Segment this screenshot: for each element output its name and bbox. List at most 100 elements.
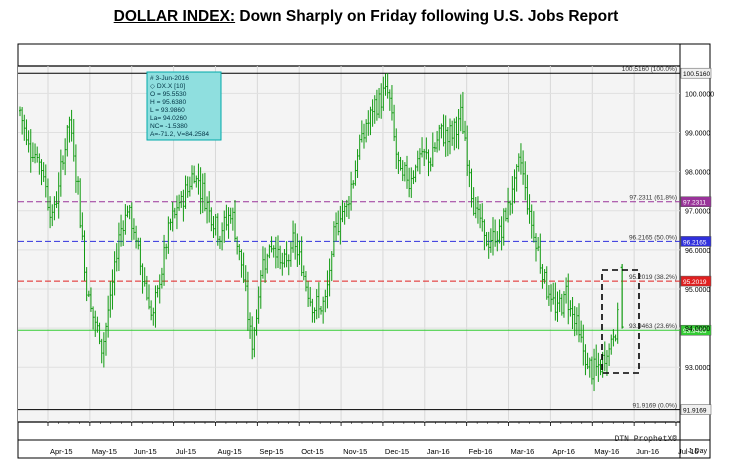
ohlc-bar — [261, 246, 264, 279]
fib-axis-label: 96.2165 — [683, 239, 707, 246]
x-tick-label: May-15 — [92, 447, 117, 456]
x-tick-label: Feb-16 — [469, 447, 493, 456]
ohlc-bar — [212, 216, 215, 238]
ohlc-bar — [556, 291, 559, 322]
ohlc-bar — [38, 153, 41, 175]
info-line: L = 93.9860 — [150, 107, 185, 114]
fib-label: 100.5160 (100.0%) — [622, 66, 677, 73]
ohlc-bar — [193, 165, 196, 184]
ohlc-bar — [281, 252, 284, 276]
ohlc-bar — [298, 240, 301, 265]
ohlc-bar — [109, 281, 112, 318]
ohlc-bar — [360, 120, 363, 143]
ohlc-bar — [421, 137, 424, 158]
ohlc-bar — [595, 344, 598, 377]
ohlc-bar — [352, 180, 355, 189]
ohlc-bar — [427, 149, 430, 177]
ohlc-bar — [358, 134, 361, 160]
ohlc-bar — [440, 123, 443, 139]
ohlc-bar — [367, 110, 370, 136]
ohlc-bar — [565, 277, 568, 304]
ohlc-bar — [210, 207, 213, 232]
ohlc-bar — [464, 120, 467, 142]
ohlc-bar — [562, 291, 565, 318]
ohlc-bar — [386, 73, 389, 99]
ohlc-bar — [328, 258, 331, 297]
fib-axis-box — [680, 196, 712, 207]
ohlc-bar — [347, 196, 350, 219]
ohlc-bar — [29, 129, 32, 173]
fib-axis-label: 100.5160 — [683, 71, 710, 78]
fib-axis-box — [680, 275, 712, 287]
ohlc-bar — [21, 107, 24, 135]
ohlc-bar — [341, 200, 344, 223]
ohlc-bar — [438, 124, 441, 151]
fib-label: 91.9169 (0.0%) — [633, 403, 677, 410]
ohlc-bar — [94, 310, 97, 337]
ohlc-bar — [350, 171, 353, 211]
ohlc-bar — [573, 306, 576, 337]
info-line: H = 95.6380 — [150, 99, 186, 106]
fib-label: 93.9463 (23.6%) — [629, 323, 677, 330]
ohlc-bar — [34, 143, 37, 164]
ohlc-bar — [476, 196, 479, 224]
ohlc-bar — [479, 203, 482, 229]
ohlc-bar — [369, 106, 372, 136]
ohlc-bar — [455, 116, 458, 149]
ohlc-bar — [188, 176, 191, 197]
ohlc-bar — [259, 270, 262, 309]
ohlc-bar — [354, 160, 357, 186]
ohlc-bar — [500, 216, 503, 251]
ohlc-bar — [380, 83, 383, 119]
ohlc-bar — [436, 130, 439, 153]
ohlc-bar — [616, 302, 619, 344]
ohlc-bar — [186, 176, 189, 198]
ohlc-bar — [279, 245, 282, 270]
ohlc-bar — [567, 273, 570, 325]
ohlc-bar — [229, 207, 232, 224]
ohlc-bar — [150, 300, 153, 321]
ohlc-bar — [304, 271, 307, 292]
ohlc-bar — [593, 348, 596, 392]
ohlc-bar — [135, 225, 138, 249]
info-line: O = 95.5530 — [150, 91, 187, 98]
ohlc-bar — [509, 200, 512, 216]
ohlc-bar — [292, 220, 295, 253]
ohlc-bar — [40, 159, 43, 186]
ohlc-bar — [610, 334, 613, 355]
ohlc-bar — [309, 286, 312, 307]
x-tick-label: Oct-15 — [301, 447, 324, 456]
ohlc-bar — [216, 213, 219, 246]
ohlc-bar — [105, 322, 107, 356]
ohlc-bar — [87, 290, 90, 298]
ohlc-bar — [89, 287, 92, 312]
ohlc-bar — [145, 275, 148, 301]
ohlc-bar — [373, 95, 376, 124]
ohlc-bar — [356, 149, 359, 178]
ohlc-bar — [442, 114, 445, 147]
x-tick-label: Apr-15 — [50, 447, 73, 456]
ohlc-bar — [485, 232, 488, 247]
ohlc-bar — [511, 176, 514, 214]
ohlc-bar — [586, 352, 589, 370]
ohlc-bar — [74, 144, 77, 193]
ohlc-bar — [414, 164, 417, 183]
y-tick-label: 96.0000 — [685, 248, 710, 255]
y-tick-label: 93.0000 — [685, 365, 710, 372]
ohlc-bar — [51, 204, 54, 227]
ohlc-bar — [578, 303, 580, 343]
ohlc-bar — [203, 172, 206, 212]
x-tick-label: Apr-16 — [552, 447, 575, 456]
ohlc-bar — [206, 196, 209, 224]
ohlc-bar — [399, 156, 402, 171]
ohlc-bar — [416, 150, 419, 172]
ohlc-bar — [481, 203, 484, 232]
ohlc-bar — [550, 284, 553, 312]
ohlc-bar — [171, 201, 174, 232]
ohlc-bar — [569, 300, 572, 317]
ohlc-bar — [326, 270, 329, 309]
ohlc-bar — [124, 204, 127, 235]
ohlc-bar — [283, 248, 286, 268]
ohlc-bar — [167, 216, 170, 254]
